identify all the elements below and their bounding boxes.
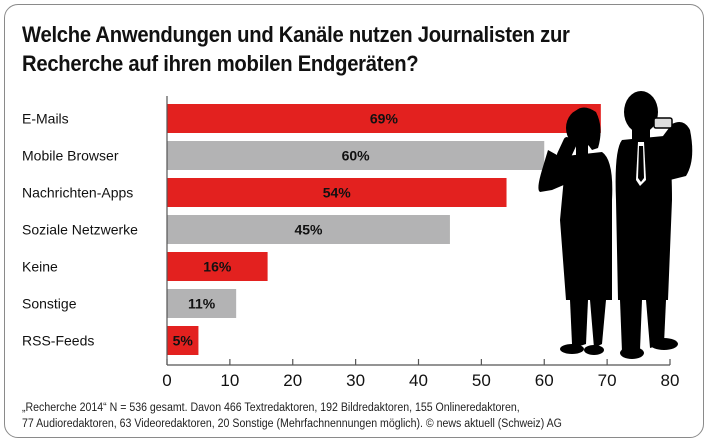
value-label: 11% bbox=[188, 296, 216, 312]
category-label: Soziale Netzwerke bbox=[22, 222, 138, 238]
category-labels-group: E-Mails Mobile Browser Nachrichten-Apps Soz… bbox=[22, 111, 138, 349]
bar-3 bbox=[167, 178, 507, 207]
value-label: 16% bbox=[203, 259, 232, 275]
businesswoman-silhouette bbox=[538, 107, 613, 355]
x-tick-label: 70 bbox=[598, 371, 617, 390]
x-tick-label: 80 bbox=[661, 371, 680, 390]
chart-title: Welche Anwendungen und Kanäle nutzen Jou… bbox=[22, 20, 629, 78]
title-line-1: Welche Anwendungen und Kanäle nutzen Jou… bbox=[22, 22, 570, 47]
category-label: Mobile Browser bbox=[22, 148, 119, 164]
category-label: Sonstige bbox=[22, 296, 77, 312]
value-label: 45% bbox=[294, 222, 323, 238]
footnote-line-2: 77 Audioredaktoren, 63 Videoredaktoren, … bbox=[22, 418, 562, 430]
bar-4 bbox=[167, 215, 450, 244]
category-label: Keine bbox=[22, 259, 58, 275]
x-tick-label: 40 bbox=[409, 371, 428, 390]
value-label: 54% bbox=[323, 185, 352, 201]
title-line-2: Recherche auf ihren mobilen Endgeräten? bbox=[22, 51, 419, 76]
x-tick-label: 10 bbox=[220, 371, 239, 390]
bar-2 bbox=[167, 141, 545, 170]
value-labels-group: 69% 60% 54% 45% 16% 11% 5% bbox=[173, 111, 399, 349]
people-silhouettes-illustration bbox=[538, 91, 693, 359]
bars-group bbox=[167, 104, 601, 355]
bar-5 bbox=[167, 252, 268, 281]
bar-7 bbox=[167, 326, 199, 355]
x-tick-label: 20 bbox=[283, 371, 302, 390]
value-label: 60% bbox=[342, 148, 371, 164]
bar-6 bbox=[167, 289, 237, 318]
x-tick-label: 60 bbox=[535, 371, 554, 390]
value-label: 5% bbox=[173, 333, 194, 349]
bar-1 bbox=[167, 104, 601, 133]
x-tick-label: 30 bbox=[346, 371, 365, 390]
category-label: E-Mails bbox=[22, 111, 69, 127]
x-tick-label: 0 bbox=[162, 371, 171, 390]
x-axis: 0 10 20 30 40 50 60 70 80 bbox=[162, 96, 679, 390]
businessman-silhouette bbox=[615, 91, 693, 359]
value-label: 69% bbox=[370, 111, 399, 127]
category-label: Nachrichten-Apps bbox=[22, 185, 133, 201]
category-label: RSS-Feeds bbox=[22, 333, 94, 349]
chart-footnote: „Recherche 2014“ N = 536 gesamt. Davon 4… bbox=[22, 400, 648, 432]
x-tick-label: 50 bbox=[472, 371, 491, 390]
footnote-line-1: „Recherche 2014“ N = 536 gesamt. Davon 4… bbox=[22, 402, 520, 414]
